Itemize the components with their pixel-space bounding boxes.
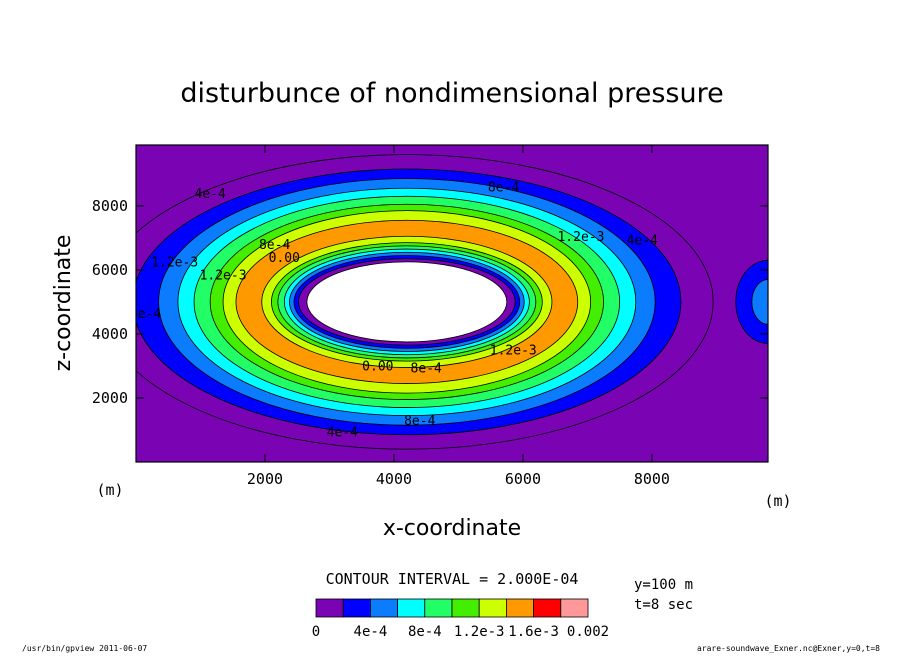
colorbar	[315, 598, 589, 618]
colorbar-swatch-6	[478, 598, 507, 618]
colorbar-swatch-0	[315, 598, 344, 618]
contour-label-2: 1.2e-3	[557, 230, 604, 245]
colorbar-label-0: 0	[312, 624, 320, 640]
contour-label-13: 4e-4	[327, 425, 358, 440]
colorbar-label-3: 1.2e-3	[454, 624, 505, 640]
colorbar-swatch-3	[397, 598, 426, 618]
contour-label-11: 1.2e-3	[490, 344, 537, 359]
chart-title: disturbunce of nondimensional pressure	[180, 78, 723, 109]
colorbar-swatch-1	[342, 598, 371, 618]
colorbar-label-1: 4e-4	[354, 624, 388, 640]
x-tick-label: 6000	[505, 470, 541, 488]
colorbar-swatch-5	[451, 598, 480, 618]
y-unit-label: (m)	[96, 481, 123, 499]
x-tick-label: 4000	[376, 470, 412, 488]
contour-label-8: 0.00	[269, 251, 300, 266]
colorbar-labels: 0 4e-4 8e-4 1.2e-3 1.6e-3 0.002	[312, 624, 609, 640]
contour-label-9: 0.00	[362, 360, 393, 375]
colorbar-label-4: 1.6e-3	[508, 624, 559, 640]
contour-label-5: 8e-4	[130, 307, 161, 322]
colorbar-label-5: 0.002	[567, 624, 609, 640]
contour-label-10: 8e-4	[411, 361, 442, 376]
footer-right: arare-soundwave_Exner.nc@Exner,y=0,t=8	[697, 644, 880, 653]
contour-label-3: 4e-4	[627, 233, 658, 248]
y-axis-ticks: 2000 4000 6000 8000	[92, 197, 768, 407]
y-tick-label: 6000	[92, 261, 128, 279]
contour-label-0: 4e-4	[195, 187, 226, 202]
colorbar-swatch-7	[505, 598, 534, 618]
x-tick-label: 8000	[634, 470, 670, 488]
colorbar-swatch-2	[369, 598, 398, 618]
contour-label-4: 1.2e-3	[151, 256, 198, 271]
plot-frame	[135, 144, 769, 463]
y-tick-label: 2000	[92, 389, 128, 407]
contour-label-12: 8e-4	[404, 414, 435, 429]
contour-label-7: 8e-4	[259, 238, 290, 253]
edge-contour-band-1	[751, 279, 768, 325]
x-axis-label: x-coordinate	[383, 516, 521, 541]
contour-interval-label: CONTOUR INTERVAL = 2.000E-04	[326, 570, 579, 588]
x-unit-label: (m)	[764, 492, 791, 510]
contour-field	[136, 154, 768, 450]
colorbar-label-2: 8e-4	[408, 624, 442, 640]
y-tick-label: 4000	[92, 325, 128, 343]
x-tick-label: 2000	[247, 470, 283, 488]
y-position-label: y=100 m	[634, 577, 693, 593]
footer-left: /usr/bin/gpview 2011-06-07	[22, 644, 147, 653]
y-axis-label: z-coordinate	[51, 235, 76, 372]
colorbar-swatch-4	[424, 598, 453, 618]
contour-label-6: 1.2e-3	[200, 268, 247, 283]
x-axis-ticks: 2000 4000 6000 8000	[247, 145, 670, 488]
colorbar-swatch-9	[560, 598, 589, 618]
contour-label-1: 8e-4	[488, 180, 519, 195]
colorbar-swatch-8	[533, 598, 562, 618]
contour-labels: 4e-4 8e-41.2e-3 4e-41.2e-38e-41.2e-38e-40.…	[130, 180, 658, 440]
time-label: t=8 sec	[634, 597, 693, 613]
contour-band-15	[306, 261, 508, 343]
y-tick-label: 8000	[92, 197, 128, 215]
